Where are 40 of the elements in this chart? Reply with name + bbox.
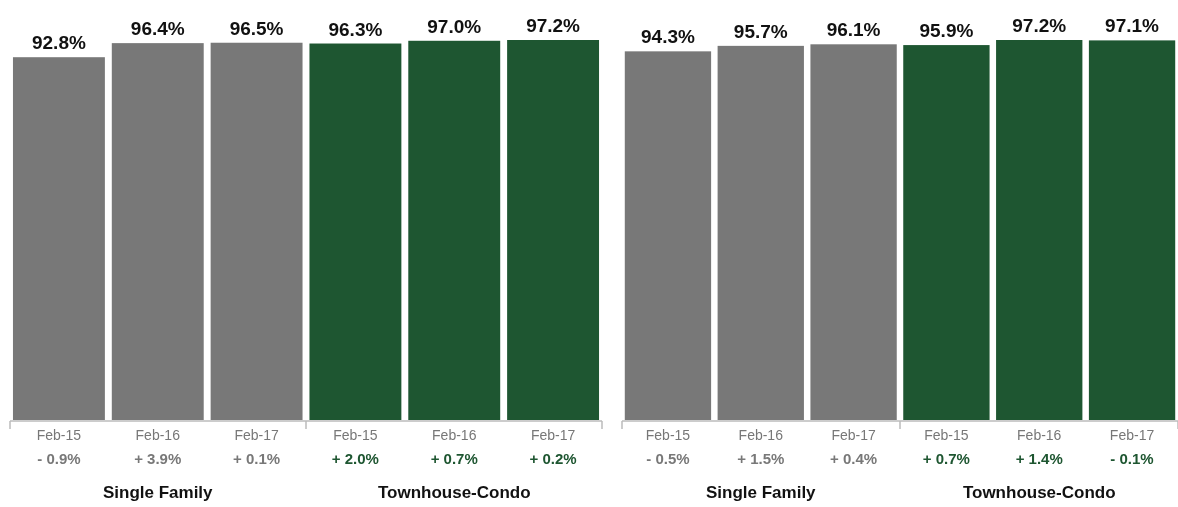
data-label: 96.3% [328,18,383,40]
text: + 2.0% [331,450,379,467]
x-tick-label: Feb-17 [831,427,876,443]
text: - 0.5% [646,450,690,467]
x-tick-label: Feb-17 [530,427,576,443]
data-label: 92.8% [31,32,86,54]
x-tick-label: Feb-15 [924,427,969,443]
text: + 3.9% [134,450,182,467]
text: + 1.4% [1015,450,1063,467]
text: Single Family [102,483,214,502]
text: Townhouse-Condo [377,483,531,502]
x-tick-label: Feb-15 [333,427,378,443]
x-tick-label: Feb-16 [1017,427,1062,443]
data-label: 97.1% [1105,15,1160,37]
data-label: 96.4% [130,18,185,40]
data-label: 96.1% [826,19,881,41]
x-tick-label: Feb-17 [1109,427,1155,443]
text: + 0.7% [922,450,970,467]
text: + 0.7% [430,450,478,467]
text: + 0.2% [529,450,577,467]
data-label: 94.3% [641,26,695,48]
x-tick-label: Feb-17 [234,427,279,443]
x-tick-label: Feb-15 [36,427,82,443]
data-label: 95.7% [733,20,788,42]
x-tick-label: Feb-16 [738,427,784,443]
data-label: 95.9% [919,20,974,42]
data-label: 97.0% [427,15,482,37]
text: + 1.5% [737,450,785,467]
text: + 0.4% [830,450,878,467]
text: Townhouse-Condo [962,483,1116,502]
text: - 0.1% [1110,450,1154,467]
x-tick-label: Feb-15 [645,427,691,443]
text: - 0.9% [37,450,81,467]
text: + 0.1% [233,450,281,467]
data-label: 97.2% [1012,15,1067,36]
x-tick-label: Feb-16 [135,427,181,443]
text: Single Family [705,483,817,502]
data-label: 97.2% [526,15,581,36]
data-label: 96.5% [229,17,284,39]
x-tick-label: Feb-16 [432,427,477,443]
